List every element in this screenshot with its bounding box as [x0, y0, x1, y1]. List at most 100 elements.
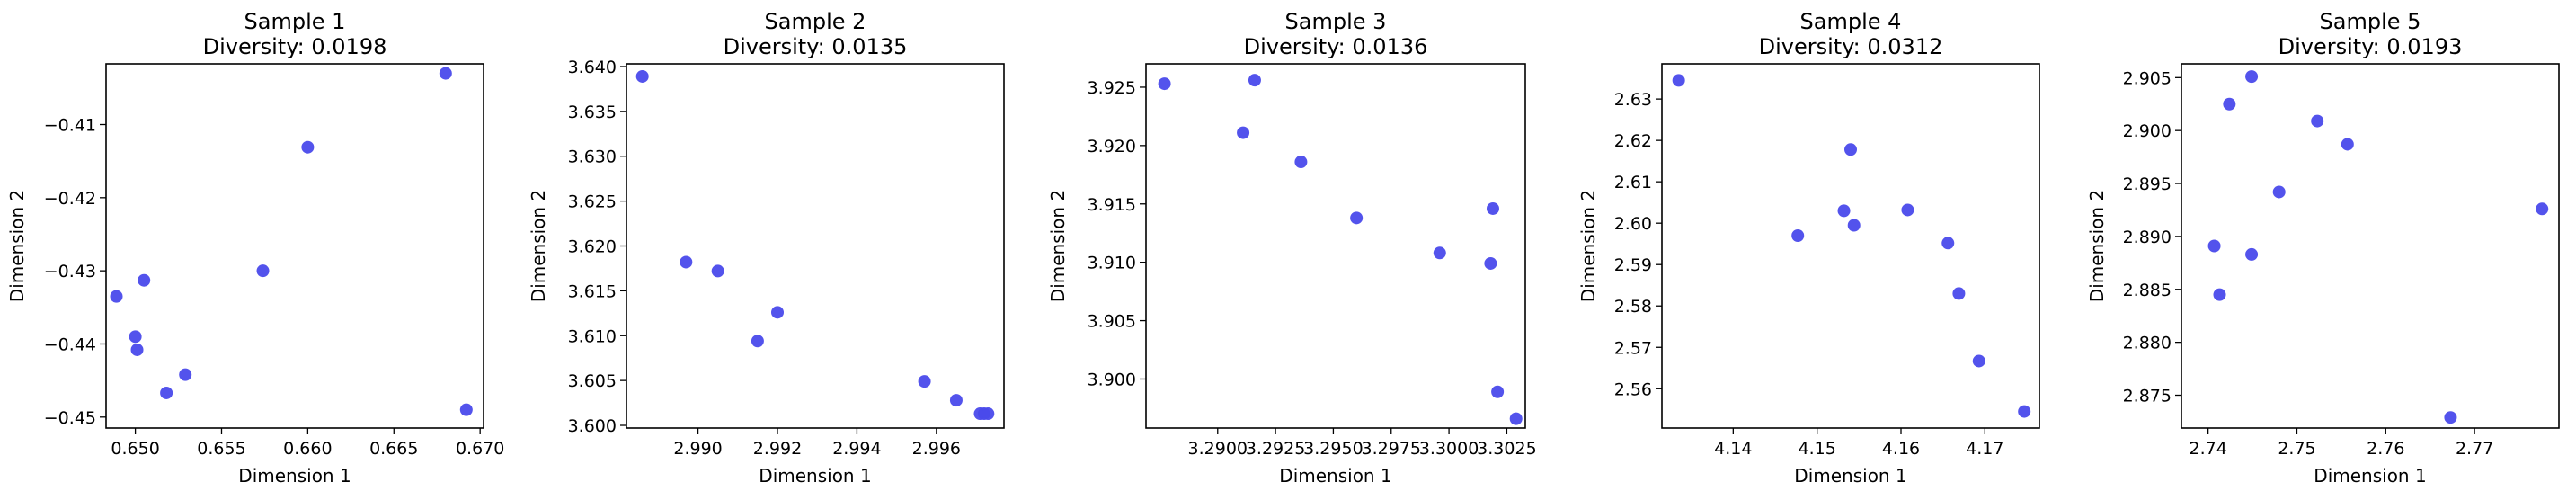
panel-sample-4: Sample 4 Diversity: 0.0312 4.14 4.15 4.16 4…	[1577, 9, 2040, 487]
data-points	[1158, 74, 1523, 425]
scatter-point	[2245, 247, 2259, 261]
y-axis-ticks: 2.56 2.57 2.58 2.59 2.60 2.61 2.62 2.63	[1614, 90, 1662, 399]
panel-title: Sample 2	[765, 9, 866, 34]
x-axis-label: Dimension 1	[238, 465, 351, 487]
panel-sample-1: Sample 1 Diversity: 0.0198 0.650 0.655 0.6…	[6, 9, 504, 487]
data-points	[1672, 74, 2031, 418]
y-tick-label: 3.910	[1088, 254, 1136, 273]
y-tick-label: 3.620	[568, 237, 617, 257]
plot-area	[1661, 63, 2040, 429]
scatter-point	[1672, 74, 1685, 87]
y-tick-label: 2.905	[2123, 68, 2172, 88]
y-tick-label: 2.62	[1614, 131, 1652, 151]
scatter-point	[1491, 385, 1505, 398]
scatter-point	[2311, 114, 2324, 128]
y-tick-label: 3.600	[568, 416, 617, 436]
scatter-point	[1350, 211, 1364, 225]
x-axis-label: Dimension 1	[759, 465, 871, 487]
x-tick-label: 2.992	[753, 439, 802, 459]
scatter-point	[1837, 204, 1851, 218]
y-tick-label: 3.625	[568, 192, 617, 212]
scatter-point	[1847, 219, 1861, 232]
scatter-point	[711, 264, 724, 278]
plot-area	[105, 63, 484, 429]
scatter-point	[1158, 77, 1171, 91]
y-axis-ticks: 3.600 3.605 3.610 3.615 3.620 3.625 3.630 3.635…	[568, 58, 626, 436]
scatter-point	[2341, 138, 2354, 151]
x-tick-label: 2.76	[2367, 439, 2404, 459]
x-axis-ticks: 4.14 4.15 4.16 4.17	[1714, 428, 2003, 459]
y-tick-label: 3.640	[568, 58, 617, 77]
x-tick-label: 0.650	[111, 439, 159, 459]
y-tick-label: 3.905	[1088, 312, 1136, 332]
x-axis-label: Dimension 1	[1794, 465, 1906, 487]
y-tick-label: 3.925	[1088, 78, 1136, 98]
y-tick-label: 2.875	[2123, 387, 2172, 406]
x-tick-label: 3.3025	[1477, 439, 1536, 459]
plot-area	[626, 63, 1005, 429]
panel-subtitle: Diversity: 0.0136	[1244, 34, 1428, 59]
panel-title: Sample 5	[2320, 9, 2421, 34]
scatter-point	[1972, 354, 1985, 368]
x-tick-label: 2.77	[2456, 439, 2493, 459]
y-tick-label: −0.41	[44, 116, 96, 136]
scatter-point	[459, 403, 473, 416]
y-tick-label: −0.44	[44, 335, 96, 354]
plot-area	[1145, 63, 1526, 429]
scatter-point	[1294, 156, 1308, 169]
scatter-point	[1901, 203, 1914, 217]
y-tick-label: 3.630	[568, 147, 617, 167]
scatter-point	[301, 140, 315, 154]
x-tick-label: 2.74	[2189, 439, 2226, 459]
y-tick-label: 3.915	[1088, 195, 1136, 215]
x-axis-label: Dimension 1	[2314, 465, 2426, 487]
y-tick-label: 2.900	[2123, 121, 2172, 141]
panel-title: Sample 4	[1800, 9, 1902, 34]
y-tick-label: 2.895	[2123, 174, 2172, 194]
panel-sample-2: Sample 2 Diversity: 0.0135 2.990 2.992 2.9…	[528, 9, 1005, 487]
scatter-point	[1844, 143, 1857, 156]
x-tick-label: 0.670	[456, 439, 504, 459]
y-axis-label: Dimension 2	[6, 190, 28, 302]
scatter-point	[949, 394, 963, 407]
data-points	[635, 69, 995, 421]
y-tick-label: 2.60	[1614, 214, 1652, 234]
scatter-point	[1248, 74, 1261, 87]
scatter-point	[2536, 202, 2549, 216]
scatter-point	[179, 368, 192, 381]
y-tick-label: 3.615	[568, 281, 617, 301]
y-tick-label: 2.57	[1614, 338, 1652, 358]
y-axis-label: Dimension 2	[2086, 190, 2108, 302]
scatter-point	[1433, 246, 1446, 260]
scatter-point	[635, 69, 649, 83]
scatter-point	[1486, 201, 1499, 215]
scatter-point	[1791, 228, 1805, 242]
x-tick-label: 0.655	[197, 439, 245, 459]
x-tick-label: 3.3000	[1419, 439, 1479, 459]
y-tick-label: 2.885	[2123, 281, 2172, 300]
x-tick-label: 4.14	[1714, 439, 1752, 459]
x-tick-label: 0.660	[283, 439, 332, 459]
scatter-point	[2245, 70, 2259, 84]
y-tick-label: −0.42	[44, 189, 96, 209]
scatter-point	[1484, 256, 1497, 270]
scatter-point	[110, 290, 123, 303]
x-tick-label: 2.990	[673, 439, 722, 459]
scatter-point	[1509, 412, 1523, 425]
x-tick-label: 4.17	[1966, 439, 2003, 459]
x-axis-ticks: 0.650 0.655 0.660 0.665 0.670	[111, 428, 504, 459]
scatter-point	[1941, 237, 1955, 250]
scatter-point	[256, 264, 270, 278]
y-tick-label: 3.900	[1088, 370, 1136, 389]
scatter-point	[2444, 411, 2457, 424]
scatter-point	[130, 343, 144, 356]
y-tick-label: 3.605	[568, 371, 617, 391]
scatter-point	[982, 407, 995, 421]
y-tick-label: 3.920	[1088, 137, 1136, 156]
scatter-point	[129, 330, 142, 344]
y-axis-ticks: 3.900 3.905 3.910 3.915 3.920 3.925	[1088, 78, 1146, 389]
y-tick-label: −0.45	[44, 408, 96, 428]
x-tick-label: 3.2950	[1303, 439, 1363, 459]
y-axis-label: Dimension 2	[528, 190, 549, 302]
